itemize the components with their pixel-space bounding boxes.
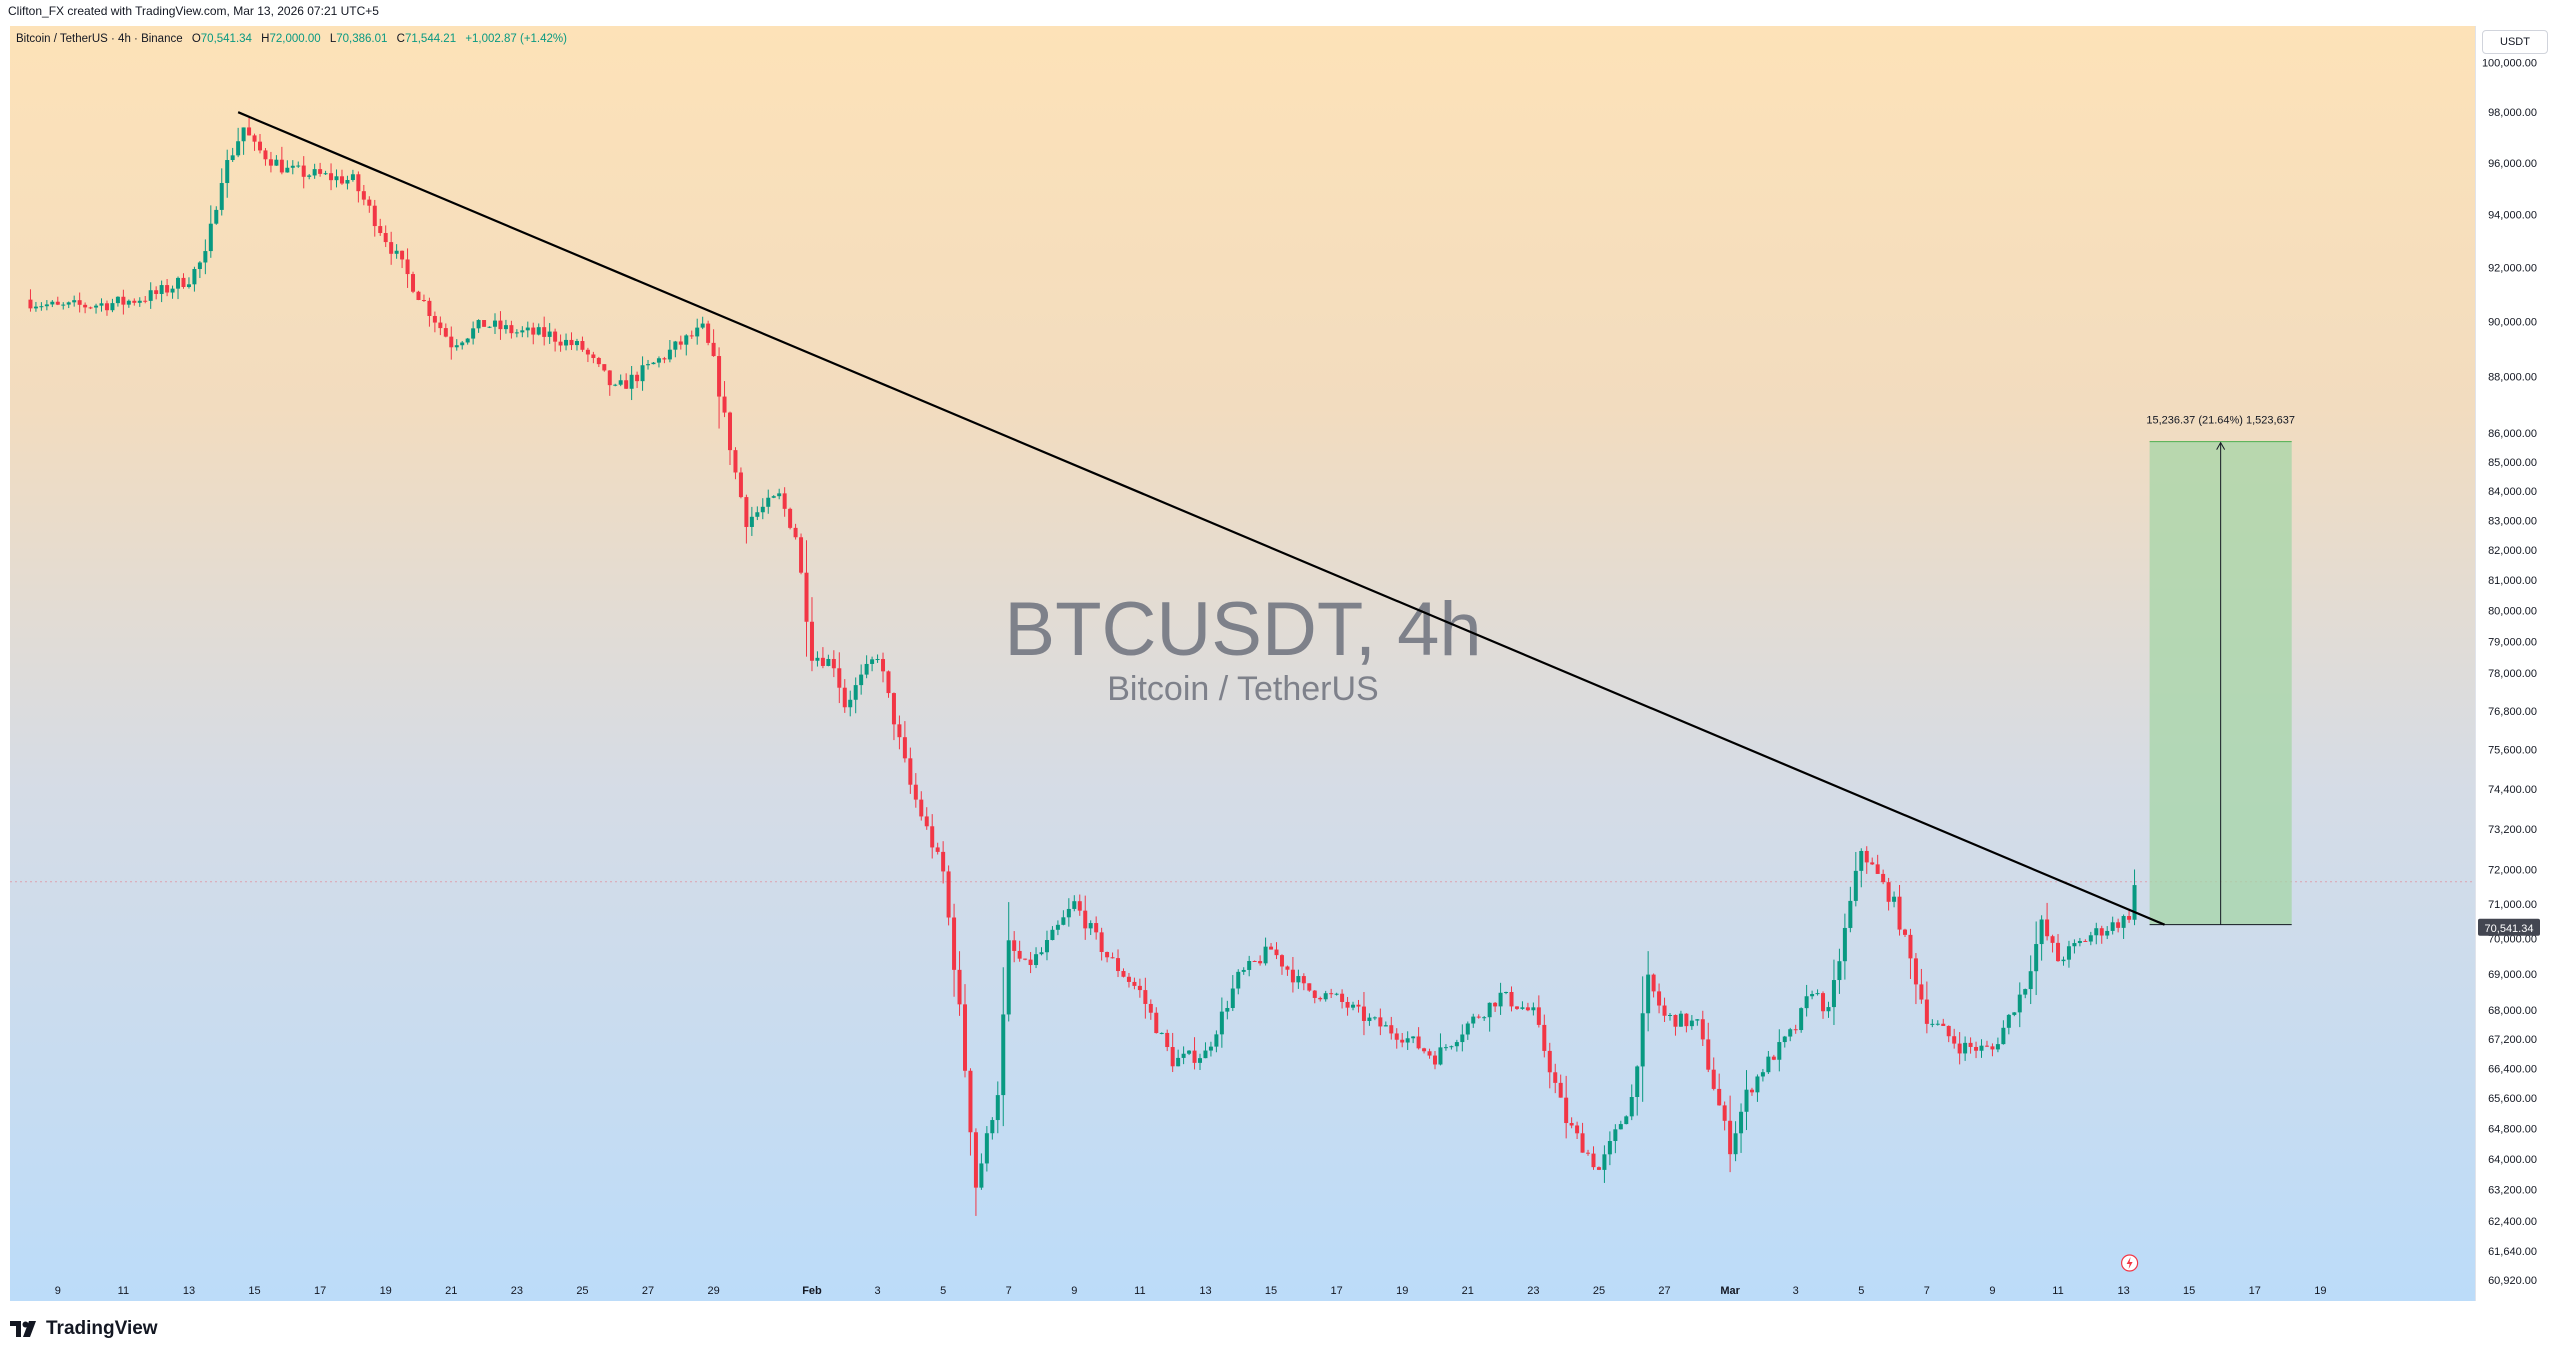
open-value: 70,541.34 (200, 33, 252, 45)
footer-bar (0, 1325, 2560, 1359)
currency-button[interactable]: USDT (2482, 30, 2548, 54)
low-label: L (329, 33, 337, 45)
symbol-legend: Bitcoin / TetherUS · 4h · Binance O70,54… (16, 33, 567, 45)
tradingview-logo-icon (10, 1321, 36, 1337)
low-value: 70,386.01 (336, 33, 388, 45)
time-axis[interactable] (10, 1301, 2475, 1325)
tradingview-brand[interactable]: TradingView (10, 1318, 158, 1340)
high-value: 72,000.00 (269, 33, 321, 45)
close-value: 71,544.21 (404, 33, 457, 45)
brand-name: TradingView (46, 1318, 158, 1339)
open-label: O (191, 33, 201, 45)
symbol-description: Bitcoin / TetherUS · 4h · Binance (16, 33, 183, 45)
chart-pane[interactable] (10, 26, 2475, 1301)
change-value: +1,002.87 (+1.42%) (465, 33, 567, 45)
high-label: H (261, 33, 270, 45)
close-label: C (396, 33, 405, 45)
chart-attribution: Clifton_FX created with TradingView.com,… (8, 4, 379, 18)
price-axis[interactable] (2475, 26, 2560, 1301)
